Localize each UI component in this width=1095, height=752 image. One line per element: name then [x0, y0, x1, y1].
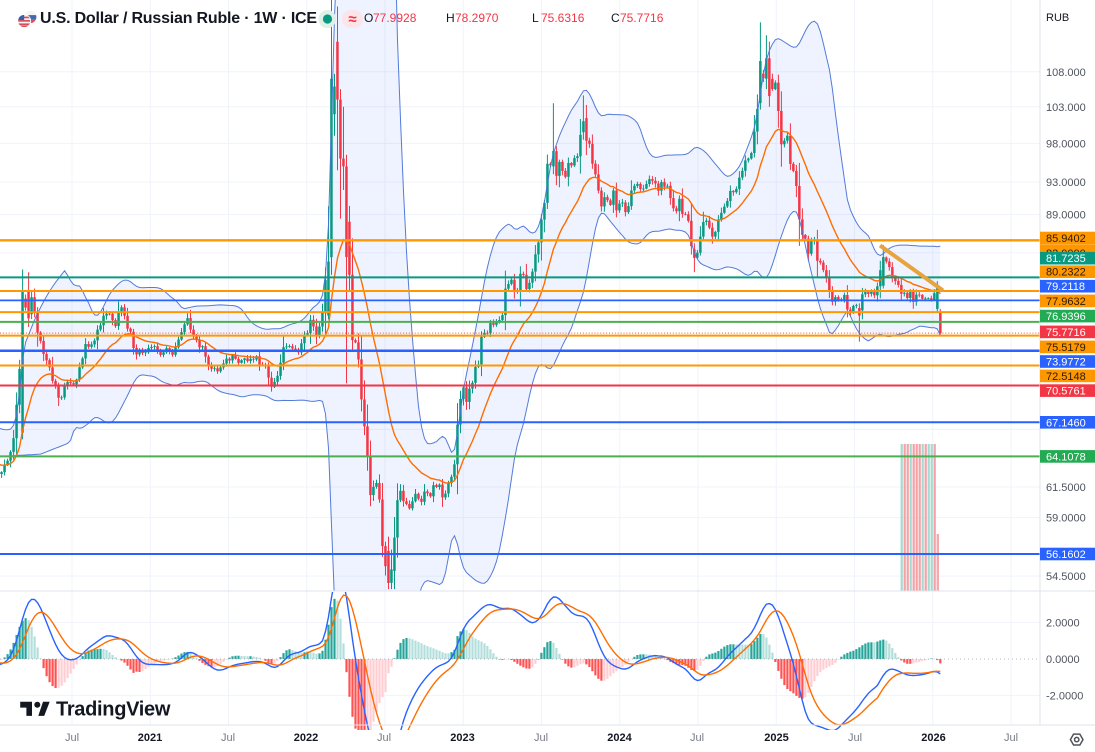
svg-text:-2.0000: -2.0000 — [1046, 691, 1083, 703]
svg-text:TradingView: TradingView — [56, 699, 171, 721]
svg-text:79.2118: 79.2118 — [1046, 281, 1085, 293]
svg-text:54.5000: 54.5000 — [1046, 571, 1086, 583]
svg-text:103.000: 103.000 — [1046, 102, 1086, 114]
svg-text:75.6316: 75.6316 — [541, 11, 585, 25]
svg-text:75.7716: 75.7716 — [1046, 327, 1086, 339]
svg-text:2026: 2026 — [921, 732, 945, 744]
svg-text:80.2322: 80.2322 — [1046, 267, 1086, 279]
svg-text:Jul: Jul — [1004, 732, 1018, 744]
svg-text:U.S. Dollar / Russian Ruble ·: U.S. Dollar / Russian Ruble · 1W · ICE — [40, 10, 317, 27]
svg-text:93.0000: 93.0000 — [1046, 177, 1086, 189]
svg-text:75.7716: 75.7716 — [620, 11, 664, 25]
svg-text:Jul: Jul — [690, 732, 704, 744]
svg-text:2021: 2021 — [138, 732, 162, 744]
svg-text:≈: ≈ — [348, 11, 356, 28]
svg-text:78.2970: 78.2970 — [455, 11, 499, 25]
svg-text:59.0000: 59.0000 — [1046, 513, 1086, 525]
svg-text:73.9772: 73.9772 — [1046, 357, 1086, 369]
svg-text:56.1602: 56.1602 — [1046, 549, 1086, 561]
svg-text:2023: 2023 — [450, 732, 474, 744]
svg-text:L: L — [532, 11, 539, 25]
svg-text:Jul: Jul — [534, 732, 548, 744]
svg-text:85.9402: 85.9402 — [1046, 233, 1086, 245]
svg-text:61.5000: 61.5000 — [1046, 482, 1086, 494]
svg-text:2024: 2024 — [607, 732, 632, 744]
svg-text:Jul: Jul — [65, 732, 79, 744]
svg-text:Jul: Jul — [848, 732, 862, 744]
svg-text:RUB: RUB — [1046, 12, 1069, 24]
svg-text:89.0000: 89.0000 — [1046, 210, 1086, 222]
svg-text:77.9632: 77.9632 — [1046, 296, 1086, 308]
svg-text:0.0000: 0.0000 — [1046, 654, 1080, 666]
svg-text:64.1078: 64.1078 — [1046, 451, 1086, 463]
svg-text:76.9396: 76.9396 — [1046, 311, 1086, 323]
svg-text:70.5761: 70.5761 — [1046, 386, 1086, 398]
svg-text:72.5148: 72.5148 — [1046, 371, 1086, 383]
svg-text:77.9928: 77.9928 — [373, 11, 417, 25]
svg-text:O: O — [364, 11, 373, 25]
svg-text:H: H — [446, 11, 455, 25]
svg-text:Jul: Jul — [377, 732, 391, 744]
svg-text:2022: 2022 — [294, 732, 318, 744]
svg-text:Jul: Jul — [221, 732, 235, 744]
svg-text:98.0000: 98.0000 — [1046, 138, 1086, 150]
svg-text:C: C — [611, 11, 620, 25]
svg-text:2.0000: 2.0000 — [1046, 617, 1080, 629]
svg-text:108.000: 108.000 — [1046, 67, 1086, 79]
svg-text:75.5179: 75.5179 — [1046, 342, 1086, 354]
svg-text:67.1460: 67.1460 — [1046, 417, 1086, 429]
svg-text:2025: 2025 — [764, 732, 788, 744]
svg-text:81.7235: 81.7235 — [1046, 253, 1086, 265]
